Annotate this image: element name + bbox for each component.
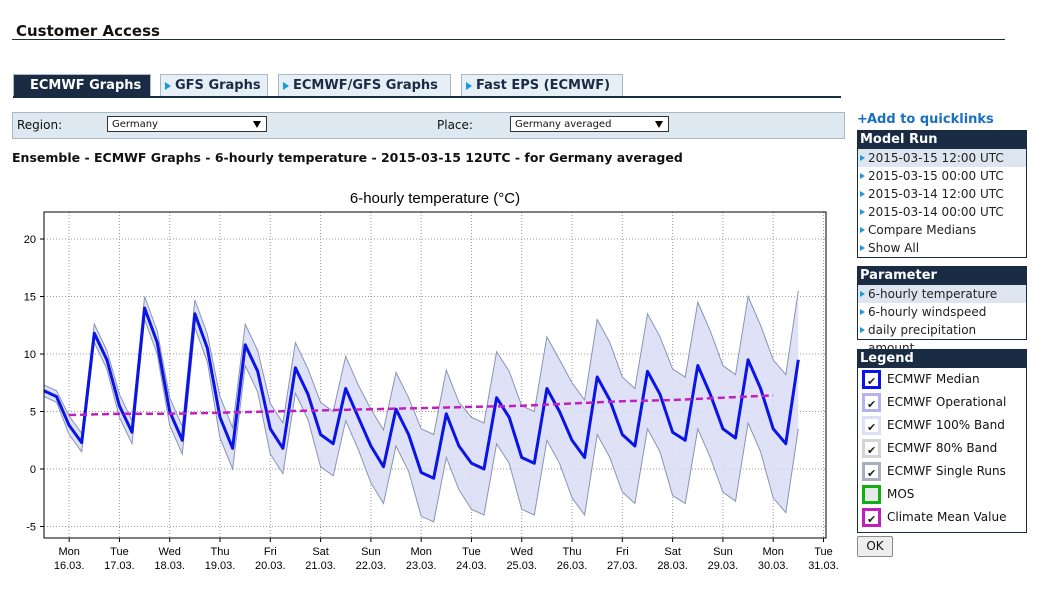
legend-label: ECMWF Single Runs xyxy=(887,464,1006,478)
x-tick-label: Fri 27.03. xyxy=(607,546,638,572)
y-tick-label: 10 xyxy=(24,349,36,361)
x-tick-label: Sat 28.03. xyxy=(657,546,688,572)
series-line xyxy=(43,306,800,480)
x-tick-label: Sat 21.03. xyxy=(305,546,336,572)
legend-item: ECMWF Single Runs xyxy=(858,460,1026,485)
ok-button[interactable]: OK xyxy=(857,536,893,557)
y-tick-label: 15 xyxy=(24,292,36,304)
region-label: Region: xyxy=(17,118,63,132)
x-tick-label: Tue 24.03. xyxy=(456,546,487,572)
x-tick-label: Mon 23.03. xyxy=(406,546,437,572)
tab[interactable]: ECMWF/GFS Graphs xyxy=(278,74,451,96)
box-header: Legend xyxy=(858,350,1026,368)
x-tick-label: Thu 26.03. xyxy=(557,546,588,572)
place-select[interactable]: Germany averaged xyxy=(510,116,669,132)
legend-box: Legend ECMWF Median ECMWF Operational ECMWF… xyxy=(857,349,1027,533)
y-tick-label: 20 xyxy=(24,234,36,246)
series-line xyxy=(69,394,774,417)
parameter-box: Parameter 6-hourly temperature 6-hourly wi… xyxy=(857,266,1027,355)
tab[interactable]: Fast EPS (ECMWF) xyxy=(461,74,623,96)
legend-label: MOS xyxy=(887,487,915,501)
legend-checkbox[interactable] xyxy=(862,416,881,439)
x-tick-label: Sun 22.03. xyxy=(356,546,387,572)
tab[interactable]: GFS Graphs xyxy=(160,74,268,96)
chart-title: 6-hourly temperature (°C) xyxy=(350,190,520,207)
tab[interactable]: ECMWF Graphs xyxy=(13,74,151,96)
band-area xyxy=(44,290,799,522)
legend-item: ECMWF Operational xyxy=(858,391,1026,416)
legend-checkbox[interactable] xyxy=(862,370,881,393)
legend-checkbox[interactable] xyxy=(862,462,881,485)
place-label: Place: xyxy=(437,118,473,132)
legend-checkbox[interactable] xyxy=(862,485,881,504)
model-run-item[interactable]: 2015-03-15 00:00 UTC xyxy=(858,167,1026,185)
legend-item: MOS xyxy=(858,483,1026,506)
legend-label: Climate Mean Value xyxy=(887,510,1007,524)
box-header: Parameter xyxy=(858,267,1026,285)
model-run-item[interactable]: 2015-03-14 12:00 UTC xyxy=(858,185,1026,203)
x-tick-label: Fri 20.03. xyxy=(255,546,286,572)
quicklinks-icon: + xyxy=(857,112,868,127)
chart-heading: Ensemble - ECMWF Graphs - 6-hourly tempe… xyxy=(12,150,683,165)
legend-label: ECMWF Median xyxy=(887,372,980,386)
parameter-item[interactable]: 6-hourly windspeed xyxy=(858,303,1026,321)
x-tick-label: Sun 29.03. xyxy=(708,546,739,572)
x-tick-label: Tue 17.03. xyxy=(104,546,135,572)
model-run-item[interactable]: 2015-03-15 12:00 UTC xyxy=(858,149,1026,167)
x-tick-label: Mon 30.03. xyxy=(758,546,789,572)
legend-label: ECMWF 80% Band xyxy=(887,441,998,455)
x-tick-label: Wed 25.03. xyxy=(506,546,537,572)
parameter-item[interactable]: daily precipitation amount xyxy=(858,321,1026,355)
legend-item: ECMWF Median xyxy=(858,368,1026,393)
legend-checkbox[interactable] xyxy=(862,508,881,531)
x-tick-label: Wed 18.03. xyxy=(154,546,185,572)
page-title: Customer Access xyxy=(16,22,160,40)
x-tick-label: Thu 19.03. xyxy=(205,546,236,572)
tab-rule xyxy=(13,96,841,98)
x-tick-label: Tue 31.03. xyxy=(808,546,839,572)
model-run-item[interactable]: Show All xyxy=(858,239,1026,257)
region-select[interactable]: Germany xyxy=(107,116,267,132)
model-run-item[interactable]: Compare Medians xyxy=(858,221,1026,239)
quicklinks-link[interactable]: Add to quicklinks xyxy=(867,112,994,127)
parameter-item[interactable]: 6-hourly temperature xyxy=(858,285,1026,303)
band-upper xyxy=(43,290,799,436)
legend-label: ECMWF 100% Band xyxy=(887,418,1005,432)
legend-label: ECMWF Operational xyxy=(887,395,1007,409)
model-run-item[interactable]: 2015-03-14 00:00 UTC xyxy=(858,203,1026,221)
model-run-box: Model Run 2015-03-15 12:00 UTC 2015-03-15 … xyxy=(857,130,1027,258)
y-tick-label: 0 xyxy=(30,464,36,476)
title-rule xyxy=(12,39,1005,40)
legend-checkbox[interactable] xyxy=(862,439,881,462)
chart: 6-hourly temperature (°C) -5 0 5 10 15 20 Mon 1… xyxy=(24,190,839,572)
legend-item: ECMWF 100% Band xyxy=(858,414,1026,439)
legend-item: Climate Mean Value xyxy=(858,506,1026,531)
x-tick-label: Mon 16.03. xyxy=(54,546,85,572)
y-tick-label: -5 xyxy=(26,522,36,534)
box-header: Model Run xyxy=(858,131,1026,149)
band-lower xyxy=(43,319,799,523)
y-tick-label: 5 xyxy=(30,407,36,419)
legend-item: ECMWF 80% Band xyxy=(858,437,1026,462)
legend-checkbox[interactable] xyxy=(862,393,881,416)
plot-frame xyxy=(43,211,827,539)
